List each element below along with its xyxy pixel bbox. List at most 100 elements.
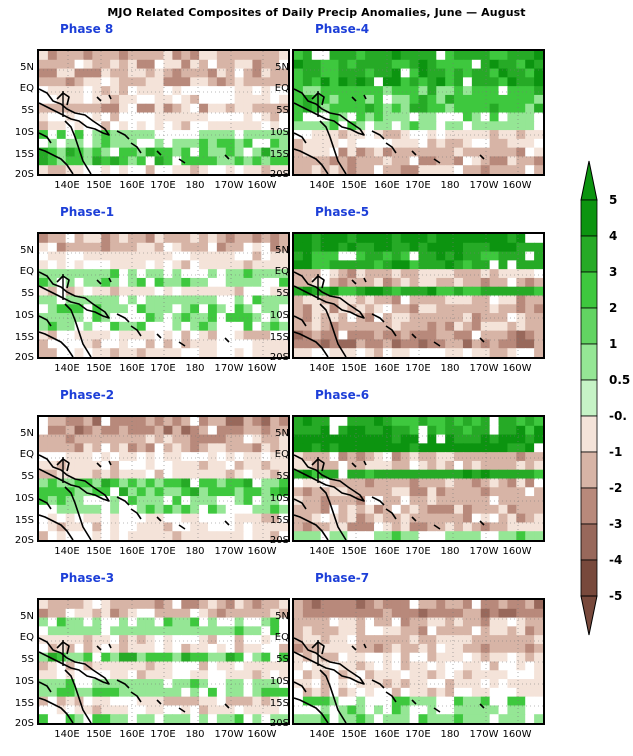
precip-map xyxy=(292,598,545,725)
lat-tick-label: 5S xyxy=(21,288,34,299)
precip-map-svg xyxy=(294,234,543,357)
lon-tick-label: 170W xyxy=(469,729,499,740)
lon-tick-label: 160E xyxy=(374,180,400,191)
lon-tick-label: 170W xyxy=(214,546,244,557)
lat-tick-label: 5N xyxy=(20,611,34,622)
colorbar-tick-label: 3 xyxy=(609,265,618,279)
colorbar-segment xyxy=(580,559,598,597)
colorbar-segment xyxy=(580,523,598,561)
lon-tick-label: 170E xyxy=(405,546,431,557)
lon-tick-label: 160E xyxy=(119,363,145,374)
lat-tick-label: 5N xyxy=(20,428,34,439)
phase-label: Phase-6 xyxy=(315,388,370,402)
lat-tick-label: EQ xyxy=(274,449,289,460)
lon-tick-label: 180 xyxy=(440,729,460,740)
phase-label: Phase-7 xyxy=(315,571,370,585)
colorbar-tick-label: -1 xyxy=(609,445,623,459)
phase-label: Phase 8 xyxy=(60,22,114,36)
lon-tick-label: 160W xyxy=(247,729,277,740)
lon-tick-label: 160W xyxy=(502,729,532,740)
lon-tick-label: 140E xyxy=(309,546,335,557)
lat-tick-label: 20S xyxy=(14,535,34,546)
colorbar-segment xyxy=(580,487,598,525)
lon-tick-label: 140E xyxy=(54,180,80,191)
lat-tick-label: EQ xyxy=(274,83,289,94)
lat-tick-label: 20S xyxy=(269,535,289,546)
lon-tick-label: 180 xyxy=(185,546,205,557)
map-panel: Phase-1 5N EQ 5S 10S 15S 20S 140E 150E 160E 170E 18… xyxy=(0,205,300,390)
lat-tick-label: 10S xyxy=(269,127,289,138)
lat-tick-label: 5N xyxy=(275,62,289,73)
precip-map-svg xyxy=(39,234,288,357)
lon-tick-label: 160E xyxy=(119,546,145,557)
lat-tick-label: 10S xyxy=(14,310,34,321)
lon-tick-label: 140E xyxy=(54,546,80,557)
lon-tick-label: 140E xyxy=(309,180,335,191)
lat-tick-label: 15S xyxy=(14,698,34,709)
lon-tick-label: 140E xyxy=(309,363,335,374)
precip-map xyxy=(37,49,290,176)
precip-map-svg xyxy=(294,51,543,174)
lon-tick-label: 180 xyxy=(440,546,460,557)
precip-map xyxy=(37,232,290,359)
lon-tick-label: 170E xyxy=(405,729,431,740)
lon-tick-label: 180 xyxy=(185,363,205,374)
colorbar-segment xyxy=(580,235,598,273)
lon-tick-label: 170E xyxy=(405,180,431,191)
lat-tick-label: 5S xyxy=(21,654,34,665)
lat-tick-label: 10S xyxy=(14,493,34,504)
lon-tick-label: 150E xyxy=(341,363,367,374)
lat-tick-label: 20S xyxy=(14,718,34,729)
lon-tick-label: 170E xyxy=(150,729,176,740)
lon-tick-label: 160E xyxy=(119,180,145,191)
colorbar-tick-label: -0. xyxy=(609,409,627,423)
phase-label: Phase-3 xyxy=(60,571,115,585)
colorbar-tick-label: 1 xyxy=(609,337,618,351)
phase-label: Phase-5 xyxy=(315,205,370,219)
map-panel: Phase-3 5N EQ 5S 10S 15S 20S 140E 150E 160E 170E 18… xyxy=(0,571,300,756)
lon-tick-label: 150E xyxy=(341,729,367,740)
lat-tick-label: 20S xyxy=(269,169,289,180)
phase-label: Phase-1 xyxy=(60,205,115,219)
lon-tick-label: 180 xyxy=(440,180,460,191)
phase-label: Phase-2 xyxy=(60,388,115,402)
lon-tick-label: 170E xyxy=(150,363,176,374)
colorbar-segment xyxy=(580,343,598,381)
precip-map-svg xyxy=(39,600,288,723)
precip-map xyxy=(292,415,545,542)
colorbar-tick-label: -4 xyxy=(609,553,623,567)
map-panel: Phase-5 5N EQ 5S 10S 15S 20S 140E 150E 160E 170E 18… xyxy=(255,205,555,390)
precip-map-svg xyxy=(294,600,543,723)
lat-tick-label: 5S xyxy=(276,105,289,116)
lon-tick-label: 160E xyxy=(374,363,400,374)
colorbar-bottom-arrow xyxy=(580,595,598,636)
colorbar-segment xyxy=(580,199,598,237)
map-panel: Phase-7 5N EQ 5S 10S 15S 20S 140E 150E 160E 170E 18… xyxy=(255,571,555,756)
lon-tick-label: 180 xyxy=(185,729,205,740)
lon-tick-label: 170W xyxy=(214,180,244,191)
map-panel: Phase-4 5N EQ 5S 10S 15S 20S 140E 150E 160E 170E 18… xyxy=(255,22,555,207)
lat-tick-label: 15S xyxy=(269,515,289,526)
lat-tick-label: 5S xyxy=(21,471,34,482)
lon-tick-label: 170E xyxy=(150,180,176,191)
map-panel: Phase 8 5N EQ 5S 10S 15S 20S 140E 150E 160E 170E 18… xyxy=(0,22,300,207)
lon-tick-label: 150E xyxy=(341,546,367,557)
lat-tick-label: 5S xyxy=(21,105,34,116)
lon-tick-label: 160W xyxy=(247,546,277,557)
lat-tick-label: 5N xyxy=(20,62,34,73)
lat-tick-label: 10S xyxy=(14,676,34,687)
colorbar-top-arrow xyxy=(580,160,598,201)
lat-tick-label: 20S xyxy=(269,718,289,729)
lat-tick-label: 10S xyxy=(269,493,289,504)
precip-map-svg xyxy=(294,417,543,540)
lat-tick-label: 15S xyxy=(14,332,34,343)
lat-tick-label: 20S xyxy=(14,352,34,363)
lon-tick-label: 170W xyxy=(214,729,244,740)
lat-tick-label: 15S xyxy=(269,149,289,160)
lat-tick-label: 5N xyxy=(275,611,289,622)
lon-tick-label: 160W xyxy=(502,363,532,374)
lat-tick-label: EQ xyxy=(274,266,289,277)
lat-tick-label: EQ xyxy=(19,632,34,643)
lon-tick-label: 160E xyxy=(374,546,400,557)
lon-tick-label: 180 xyxy=(440,363,460,374)
